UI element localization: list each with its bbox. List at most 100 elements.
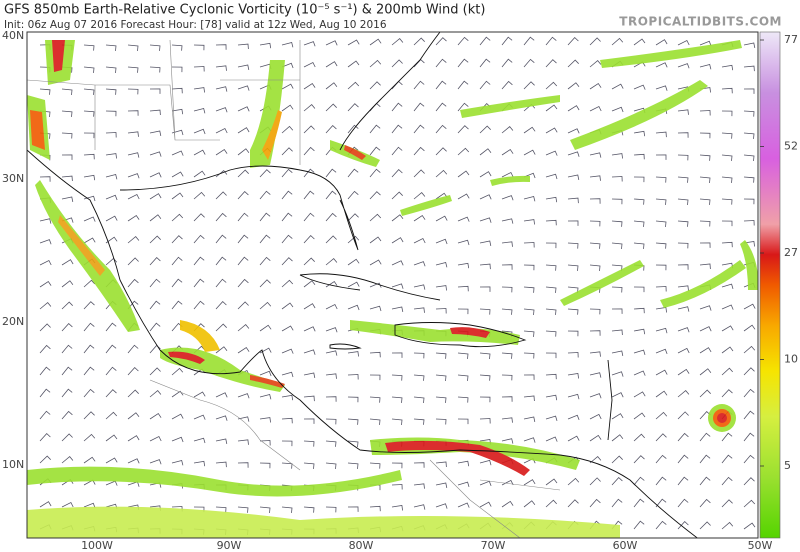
wind-barb [633, 349, 646, 356]
wind-barb [589, 105, 602, 112]
wind-barb [633, 198, 645, 205]
wind-barb [743, 522, 756, 530]
wind-barb [281, 104, 294, 112]
wind-barb [215, 191, 227, 200]
wind-barb [193, 437, 206, 444]
wind-barb [105, 236, 118, 244]
wind-barb [589, 308, 601, 315]
wind-barb [171, 390, 184, 398]
wind-barb [39, 302, 52, 310]
wind-barb [457, 80, 469, 90]
wind-barb [545, 436, 558, 442]
wind-barb [523, 219, 535, 225]
wind-barb [743, 303, 756, 310]
wind-barb [567, 477, 580, 486]
wind-barb [105, 215, 118, 222]
wind-barb [589, 330, 601, 336]
wind-barb [281, 168, 293, 178]
wind-barb [743, 176, 755, 183]
wind-barb [633, 220, 645, 227]
wind-barb [611, 455, 623, 464]
wind-barb [303, 349, 316, 355]
wind-barbs [39, 36, 756, 536]
wind-barb [743, 154, 755, 162]
wind-barb [611, 308, 623, 314]
wind-barb [127, 344, 139, 354]
wind-barb [413, 352, 425, 359]
wind-barb [171, 108, 184, 115]
wind-barb [567, 435, 580, 442]
longitude-label: 50W [748, 539, 773, 552]
wind-barb [611, 176, 623, 182]
wind-barb [303, 168, 315, 178]
wind-barb [743, 198, 755, 205]
wind-barb [369, 418, 381, 425]
wind-barb [171, 150, 184, 156]
wind-barb [259, 462, 271, 469]
wind-barb [215, 65, 227, 71]
wind-barb [259, 234, 271, 244]
wind-barb [655, 348, 668, 355]
wind-barb [413, 462, 425, 468]
wind-barb [611, 83, 624, 90]
wind-barb [457, 418, 469, 425]
wind-barb [215, 301, 227, 310]
wind-barb [435, 80, 447, 90]
wind-barb [127, 152, 140, 158]
wind-barb [721, 454, 733, 464]
wind-barb [545, 104, 558, 112]
longitude-label: 60W [613, 539, 638, 552]
wind-barb [677, 63, 690, 69]
title: GFS 850mb Earth-Relative Cyclonic Vortic… [4, 3, 485, 18]
wind-barb [655, 498, 667, 508]
wind-barb [457, 374, 469, 381]
wind-barb [347, 81, 360, 90]
wind-barb [655, 176, 667, 183]
wind-barb [633, 498, 645, 508]
wind-barb [413, 37, 425, 46]
wind-barb [633, 130, 646, 137]
wind-barb [171, 413, 184, 420]
wind-barb [545, 81, 558, 90]
wind-barb [567, 151, 580, 157]
wind-barb [259, 212, 271, 222]
wind-barb [611, 477, 623, 486]
wind-barb [567, 330, 579, 337]
wind-barb [369, 351, 381, 358]
wind-barb [589, 37, 601, 46]
wind-barb [457, 36, 469, 46]
wind-barb [611, 392, 624, 398]
wind-barb [413, 483, 425, 489]
wind-barb [479, 459, 492, 466]
wind-barb [655, 154, 667, 160]
wind-barb [347, 190, 359, 200]
wind-barb [281, 394, 294, 401]
wind-barb [545, 394, 558, 401]
wind-barb [567, 352, 579, 358]
wind-barb [303, 506, 315, 513]
wind-barb [281, 147, 293, 156]
wind-barb [699, 521, 711, 530]
wind-barb [369, 191, 381, 200]
wind-barb [699, 432, 711, 442]
wind-barb [171, 66, 183, 73]
wind-barb [259, 506, 271, 514]
wind-barb [83, 174, 96, 181]
wind-barb [479, 217, 492, 223]
wind-barb [677, 242, 689, 249]
wind-barb [259, 169, 271, 178]
wind-barb [589, 264, 601, 272]
wind-barb [303, 395, 315, 402]
wind-barb [633, 286, 645, 293]
wind-barb [215, 438, 228, 444]
wind-barb [589, 498, 601, 508]
wind-barb [611, 220, 623, 227]
wind-barb [347, 213, 359, 222]
wind-barb [149, 235, 161, 244]
wind-barb [281, 325, 294, 332]
wind-barb [259, 347, 272, 354]
wind-barb [325, 61, 338, 68]
wind-barb [545, 59, 557, 68]
wind-barb [655, 369, 668, 376]
wind-barb [589, 477, 601, 486]
